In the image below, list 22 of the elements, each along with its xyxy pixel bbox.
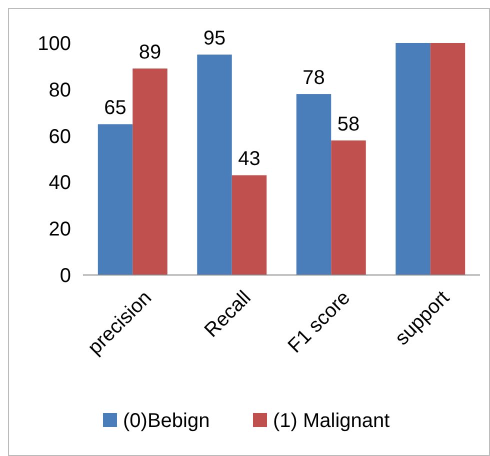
bar — [232, 175, 267, 275]
data-label: 58 — [337, 113, 360, 136]
y-tick-label: 40 — [48, 172, 71, 194]
data-label: 43 — [238, 148, 260, 170]
data-label: 95 — [203, 28, 226, 50]
bar — [132, 68, 168, 275]
bar — [296, 94, 332, 275]
y-tick-label: 0 — [60, 265, 71, 287]
bar — [98, 124, 133, 275]
legend-label: (1) Malignant — [273, 410, 390, 432]
legend-label: (0)Bebign — [123, 410, 210, 432]
data-label: 65 — [104, 97, 126, 120]
data-label: 78 — [302, 67, 325, 90]
y-tick-label: 100 — [38, 33, 71, 55]
data-label: 89 — [138, 42, 162, 64]
bar — [197, 54, 232, 275]
bar — [331, 140, 366, 275]
y-tick-label: 80 — [48, 79, 71, 102]
y-tick-label: 20 — [48, 218, 71, 241]
bar — [430, 43, 466, 275]
y-tick-label: 60 — [48, 126, 71, 148]
bar — [396, 43, 430, 275]
